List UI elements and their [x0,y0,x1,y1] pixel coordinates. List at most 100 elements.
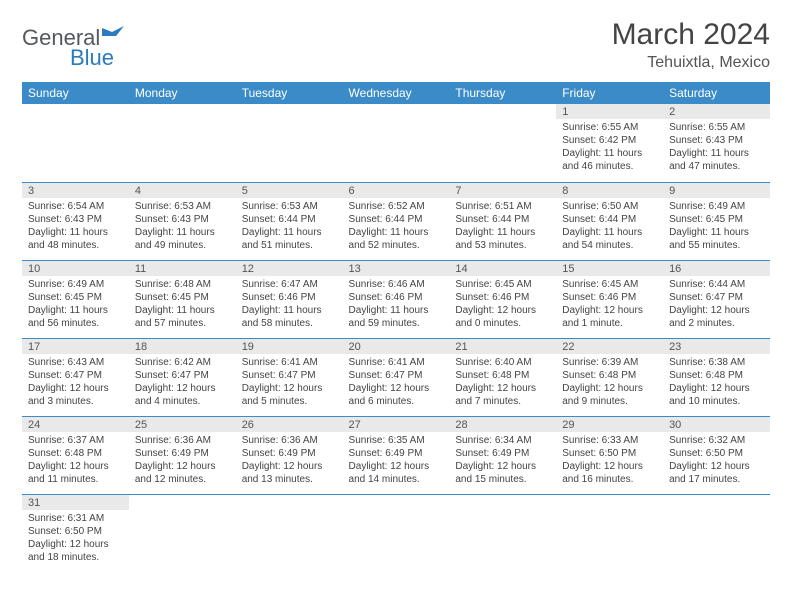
sunrise-text: Sunrise: 6:33 AM [562,434,657,447]
day-cell: 28Sunrise: 6:34 AMSunset: 6:49 PMDayligh… [449,416,556,494]
sunrise-text: Sunrise: 6:55 AM [669,121,764,134]
day-data: Sunrise: 6:46 AMSunset: 6:46 PMDaylight:… [343,276,450,334]
sunrise-text: Sunrise: 6:43 AM [28,356,123,369]
daylight-text-2: and 17 minutes. [669,473,764,486]
day-number: 13 [343,261,450,276]
day-header: Tuesday [236,82,343,104]
day-number: 28 [449,417,556,432]
daylight-text-2: and 1 minute. [562,317,657,330]
daylight-text-2: and 9 minutes. [562,395,657,408]
daylight-text-1: Daylight: 12 hours [242,382,337,395]
daylight-text-1: Daylight: 11 hours [455,226,550,239]
day-header: Saturday [663,82,770,104]
sunrise-text: Sunrise: 6:35 AM [349,434,444,447]
daylight-text-1: Daylight: 12 hours [669,382,764,395]
sunset-text: Sunset: 6:47 PM [349,369,444,382]
daylight-text-1: Daylight: 12 hours [669,460,764,473]
day-number: 23 [663,339,770,354]
day-number: 5 [236,183,343,198]
header: GeneralBlue March 2024 Tehuixtla, Mexico [22,18,770,72]
daylight-text-1: Daylight: 12 hours [562,382,657,395]
day-cell: 14Sunrise: 6:45 AMSunset: 6:46 PMDayligh… [449,260,556,338]
daylight-text-1: Daylight: 12 hours [562,304,657,317]
day-header: Friday [556,82,663,104]
daylight-text-1: Daylight: 11 hours [242,226,337,239]
sunset-text: Sunset: 6:43 PM [28,213,123,226]
sunset-text: Sunset: 6:46 PM [242,291,337,304]
day-cell [343,104,450,182]
daylight-text-1: Daylight: 11 hours [242,304,337,317]
daylight-text-1: Daylight: 12 hours [135,382,230,395]
day-data: Sunrise: 6:36 AMSunset: 6:49 PMDaylight:… [236,432,343,490]
day-cell: 2Sunrise: 6:55 AMSunset: 6:43 PMDaylight… [663,104,770,182]
day-number: 26 [236,417,343,432]
sunset-text: Sunset: 6:49 PM [135,447,230,460]
sunset-text: Sunset: 6:48 PM [669,369,764,382]
day-data: Sunrise: 6:49 AMSunset: 6:45 PMDaylight:… [22,276,129,334]
daylight-text-1: Daylight: 12 hours [349,460,444,473]
sunset-text: Sunset: 6:46 PM [349,291,444,304]
daylight-text-2: and 0 minutes. [455,317,550,330]
day-cell: 3Sunrise: 6:54 AMSunset: 6:43 PMDaylight… [22,182,129,260]
sunrise-text: Sunrise: 6:49 AM [669,200,764,213]
day-number: 21 [449,339,556,354]
daylight-text-2: and 15 minutes. [455,473,550,486]
sunrise-text: Sunrise: 6:44 AM [669,278,764,291]
title-block: March 2024 Tehuixtla, Mexico [612,18,770,72]
daylight-text-2: and 10 minutes. [669,395,764,408]
daylight-text-2: and 13 minutes. [242,473,337,486]
sunset-text: Sunset: 6:49 PM [349,447,444,460]
daylight-text-1: Daylight: 12 hours [455,382,550,395]
day-data: Sunrise: 6:49 AMSunset: 6:45 PMDaylight:… [663,198,770,256]
sunrise-text: Sunrise: 6:34 AM [455,434,550,447]
daylight-text-1: Daylight: 11 hours [28,226,123,239]
day-cell: 24Sunrise: 6:37 AMSunset: 6:48 PMDayligh… [22,416,129,494]
day-number: 7 [449,183,556,198]
day-header: Thursday [449,82,556,104]
day-number: 18 [129,339,236,354]
day-cell [556,494,663,572]
sunrise-text: Sunrise: 6:55 AM [562,121,657,134]
sunrise-text: Sunrise: 6:49 AM [28,278,123,291]
calendar-table: SundayMondayTuesdayWednesdayThursdayFrid… [22,82,770,572]
week-row: 31Sunrise: 6:31 AMSunset: 6:50 PMDayligh… [22,494,770,572]
day-cell: 22Sunrise: 6:39 AMSunset: 6:48 PMDayligh… [556,338,663,416]
daylight-text-1: Daylight: 12 hours [349,382,444,395]
day-header: Wednesday [343,82,450,104]
sunrise-text: Sunrise: 6:38 AM [669,356,764,369]
day-data: Sunrise: 6:41 AMSunset: 6:47 PMDaylight:… [236,354,343,412]
day-data: Sunrise: 6:34 AMSunset: 6:49 PMDaylight:… [449,432,556,490]
day-number: 24 [22,417,129,432]
day-cell: 17Sunrise: 6:43 AMSunset: 6:47 PMDayligh… [22,338,129,416]
day-number: 22 [556,339,663,354]
day-data: Sunrise: 6:51 AMSunset: 6:44 PMDaylight:… [449,198,556,256]
sunset-text: Sunset: 6:50 PM [562,447,657,460]
day-cell [129,494,236,572]
daylight-text-2: and 7 minutes. [455,395,550,408]
sunrise-text: Sunrise: 6:46 AM [349,278,444,291]
week-row: 17Sunrise: 6:43 AMSunset: 6:47 PMDayligh… [22,338,770,416]
daylight-text-1: Daylight: 11 hours [669,147,764,160]
daylight-text-1: Daylight: 12 hours [562,460,657,473]
day-cell: 5Sunrise: 6:53 AMSunset: 6:44 PMDaylight… [236,182,343,260]
daylight-text-1: Daylight: 12 hours [28,382,123,395]
daylight-text-2: and 3 minutes. [28,395,123,408]
sunrise-text: Sunrise: 6:51 AM [455,200,550,213]
day-number: 19 [236,339,343,354]
day-cell: 31Sunrise: 6:31 AMSunset: 6:50 PMDayligh… [22,494,129,572]
week-row: 1Sunrise: 6:55 AMSunset: 6:42 PMDaylight… [22,104,770,182]
day-data: Sunrise: 6:50 AMSunset: 6:44 PMDaylight:… [556,198,663,256]
day-number: 31 [22,495,129,510]
daylight-text-2: and 58 minutes. [242,317,337,330]
sunrise-text: Sunrise: 6:36 AM [135,434,230,447]
location: Tehuixtla, Mexico [612,54,770,72]
day-cell [236,104,343,182]
sunset-text: Sunset: 6:44 PM [242,213,337,226]
daylight-text-1: Daylight: 11 hours [135,226,230,239]
day-cell: 7Sunrise: 6:51 AMSunset: 6:44 PMDaylight… [449,182,556,260]
daylight-text-2: and 49 minutes. [135,239,230,252]
sunrise-text: Sunrise: 6:47 AM [242,278,337,291]
sunrise-text: Sunrise: 6:45 AM [562,278,657,291]
day-cell: 15Sunrise: 6:45 AMSunset: 6:46 PMDayligh… [556,260,663,338]
sunrise-text: Sunrise: 6:37 AM [28,434,123,447]
